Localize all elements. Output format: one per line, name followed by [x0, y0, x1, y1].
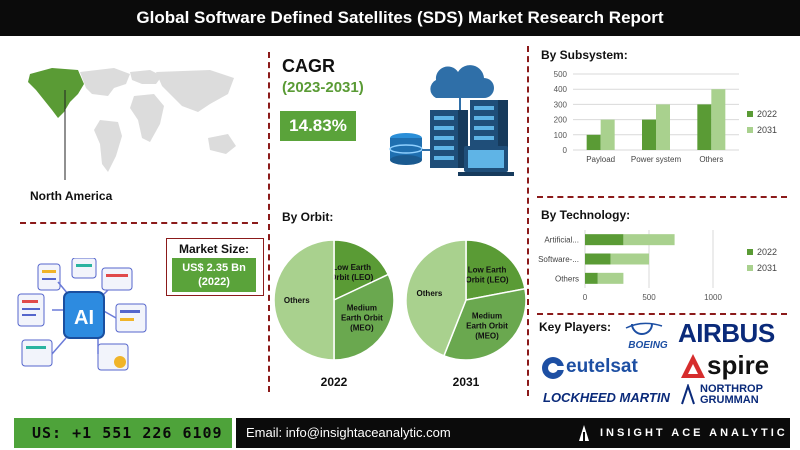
footer-phone[interactable]: US: +1 551 226 6109 — [14, 418, 232, 448]
subsystem-bar — [697, 104, 712, 150]
subsystem-legend-label: 2031 — [757, 125, 777, 135]
insightace-logo-icon — [579, 425, 589, 441]
subsystem-title: By Subsystem: — [541, 48, 628, 62]
technology-legend-label: 2022 — [757, 247, 777, 257]
orbit-pie-slice-label: Low Earth — [332, 263, 371, 272]
orbit-pie-slice-label: Medium — [347, 304, 377, 313]
subsystem-ytick-label: 400 — [554, 85, 568, 94]
north-america-highlight — [28, 68, 84, 118]
subsystem-bar-chart: 0 100 200 300 400 500 Payload Power system Other… — [554, 70, 777, 164]
report-title: Global Software Defined Satellites (SDS)… — [0, 0, 800, 36]
subsystem-bar — [642, 119, 656, 150]
svg-text:AI: AI — [74, 307, 94, 329]
spire-logo: spire — [707, 350, 770, 380]
market-size-label: Market Size: — [178, 242, 250, 256]
technology-legend-swatch — [747, 265, 753, 271]
orbit-pie-slice-label: (MEO) — [350, 324, 374, 333]
subsystem-xtick-label: Others — [699, 155, 723, 164]
airbus-logo: AIRBUS — [678, 318, 775, 348]
market-size-year: (2022) — [198, 276, 230, 288]
orbit-title: By Orbit: — [282, 210, 334, 224]
subsystem-ytick-label: 300 — [554, 100, 568, 109]
orbit-pie-year-label: 2022 — [321, 375, 348, 389]
technology-xtick-label: 1000 — [704, 293, 722, 302]
orbit-pie-slice-label: Medium — [472, 311, 502, 320]
technology-bar — [597, 272, 624, 284]
northrop-logo-line1: NORTHROP — [700, 383, 763, 395]
technology-bar — [623, 234, 675, 246]
lockheed-martin-logo: LOCKHEED MARTIN — [543, 390, 670, 405]
technology-bar-chart: 0 500 1000 Artificial... Software-... Others 2… — [538, 230, 777, 302]
subsystem-xtick-label: Payload — [586, 155, 615, 164]
subsystem-legend-swatch — [747, 111, 753, 117]
footer-brand: INSIGHT ACE ANALYTIC — [566, 418, 790, 448]
spire-logo-mark — [681, 354, 705, 378]
technology-legend-label: 2031 — [757, 263, 777, 273]
grumman-logo-line2: GRUMMAN — [700, 394, 759, 406]
technology-bar — [585, 234, 624, 246]
technology-xtick-label: 0 — [583, 293, 588, 302]
boeing-logo-text: BOEING — [628, 340, 668, 350]
subsystem-bar — [656, 104, 670, 150]
orbit-pie-slice — [333, 273, 395, 361]
technology-bar — [610, 253, 649, 265]
divider-left-h — [20, 222, 258, 224]
orbit-pie-slice — [405, 239, 467, 357]
orbit-pie-slice — [333, 239, 390, 302]
divider-right-h1 — [537, 196, 787, 198]
technology-title: By Technology: — [541, 208, 631, 222]
subsystem-bar — [711, 89, 726, 150]
boeing-logo: BOEING — [625, 322, 668, 350]
subsystem-xtick-label: Power system — [631, 155, 682, 164]
subsystem-bar — [600, 119, 615, 150]
orbit-pie-slice-label: Others — [417, 289, 443, 298]
cagr-years: (2023-2031) — [282, 79, 364, 96]
orbit-pie-slice-label: Earth Orbit — [466, 321, 508, 330]
subsystem-ytick-label: 0 — [563, 146, 568, 155]
orbit-pie-slice-label: (MEO) — [475, 331, 499, 340]
ai-documents-icon: AI — [17, 258, 147, 371]
technology-ytick-label: Artificial... — [544, 236, 579, 245]
technology-bar — [585, 253, 611, 265]
footer-brand-text: INSIGHT ACE ANALYTIC — [600, 427, 788, 439]
divider-left — [268, 52, 270, 392]
region-label: North America — [30, 189, 113, 203]
technology-xtick-label: 500 — [642, 293, 656, 302]
market-size-value-box: US$ 2.35 Bn (2022) — [172, 258, 256, 292]
divider-right — [527, 46, 529, 396]
orbit-pie-slice-label: Orbit (LEO) — [465, 276, 508, 285]
subsystem-bar — [586, 134, 601, 150]
technology-legend-swatch — [747, 249, 753, 255]
technology-ytick-label: Software-... — [538, 255, 579, 264]
orbit-pie-slice — [465, 239, 526, 301]
subsystem-ytick-label: 500 — [554, 70, 568, 79]
divider-right-h2 — [537, 313, 787, 315]
subsystem-ytick-label: 200 — [554, 116, 568, 125]
orbit-pie-year-label: 2031 — [453, 375, 480, 389]
orbit-pie-slice-label: Low Earth — [468, 266, 507, 275]
subsystem-legend-label: 2022 — [757, 109, 777, 119]
cagr-title: CAGR — [282, 56, 335, 76]
orbit-pie-slice — [442, 287, 526, 361]
orbit-pie-slice — [273, 239, 335, 361]
key-players-title: Key Players: — [539, 320, 612, 334]
world-map-icon — [28, 68, 236, 180]
technology-bar — [585, 272, 598, 284]
northrop-logo-mark — [681, 384, 695, 405]
orbit-pie-slice-label: Earth Orbit — [341, 314, 383, 323]
market-size-value: US$ 2.35 Bn — [182, 262, 246, 274]
eutelsat-logo-mark — [542, 357, 565, 379]
eutelsat-logo: eutelsat — [566, 356, 638, 377]
technology-ytick-label: Others — [555, 274, 579, 283]
footer-email[interactable]: Email: info@insightaceanalytic.com — [236, 418, 566, 448]
orbit-pie-slice-label: Others — [284, 296, 310, 305]
cagr-value: 14.83% — [280, 111, 356, 141]
orbit-pie-slice-label: Orbit (LEO) — [330, 273, 373, 282]
subsystem-legend-swatch — [747, 127, 753, 133]
subsystem-ytick-label: 100 — [554, 131, 568, 140]
cloud-server-icon — [389, 65, 514, 176]
